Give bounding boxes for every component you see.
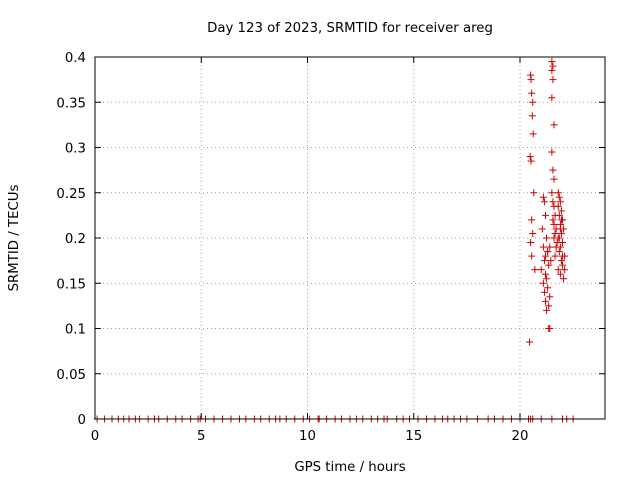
data-point [551,252,559,260]
data-point [549,76,557,84]
data-point [527,157,535,165]
data-point [526,338,534,346]
data-point [557,257,565,265]
data-point [559,261,566,269]
data-point [555,248,563,256]
y-tick-label: 0.3 [65,142,86,157]
data-point [527,239,535,247]
data-point [543,234,551,242]
data-point [548,67,556,75]
y-tick-label: 0.35 [56,96,86,111]
data-point [542,211,549,219]
x-tick-label: 20 [512,429,529,444]
data-point [555,234,563,242]
data-point [560,275,568,283]
data-point [550,220,558,228]
data-point [529,130,537,138]
data-point [550,121,558,129]
data-point [546,293,554,301]
x-tick-label: 10 [299,429,316,444]
x-axis-label: GPS time / hours [294,460,405,475]
data-point [528,112,536,120]
data-point [528,89,536,97]
data-point [546,325,554,332]
y-tick-label: 0.15 [56,277,86,292]
data-point [556,225,564,233]
grid-layer [95,57,605,419]
data-point [540,288,548,296]
data-points [93,58,577,423]
data-point [543,275,551,283]
data-point [555,211,563,219]
data-point [539,243,547,251]
data-point [530,189,538,197]
x-tick-label: 0 [91,429,99,444]
data-point [556,270,564,278]
data-point [557,216,565,224]
data-point [555,193,563,201]
data-point [540,198,548,206]
data-point [539,193,547,201]
data-point [548,94,556,102]
data-point [546,243,554,251]
data-point [544,248,552,256]
y-tick-label: 0.2 [65,232,86,247]
y-tick-label: 0.1 [65,323,86,338]
data-point [556,198,564,206]
y-tick-label: 0 [78,413,86,428]
data-point [549,216,557,224]
data-point [548,58,556,66]
data-point [542,270,549,278]
data-point [528,216,536,224]
data-point [554,202,562,210]
data-point [557,229,565,237]
data-point [544,284,552,292]
y-axis-label: SRMTID / TECUs [7,185,22,292]
data-point [559,252,566,260]
data-point [545,302,553,310]
data-point [542,252,549,260]
data-point [556,243,564,251]
data-point [545,261,553,269]
data-point [542,297,549,305]
x-tick-label: 5 [197,429,205,444]
x-tick-label: 15 [405,429,422,444]
data-point [550,175,558,183]
axis-ticks: 0 0.05 0.1 0.15 0.2 0.25 0.3 0.35 0.4 0 5 10 15 20 [56,51,605,444]
data-point [528,252,536,260]
data-point [537,266,545,274]
data-point [527,76,535,84]
data-point [543,306,551,314]
data-point [548,189,556,197]
y-tick-label: 0.25 [56,187,86,202]
data-point [531,266,539,274]
data-point [554,266,562,274]
data-point [554,189,562,197]
data-point [548,148,556,156]
data-point [559,239,566,247]
data-point [551,229,559,237]
data-point [549,62,557,70]
data-point [561,266,569,274]
chart-title: Day 123 of 2023, SRMTID for receiver are… [207,21,493,36]
data-point [540,257,548,265]
data-point [526,153,534,161]
data-point [529,229,537,237]
data-point [557,207,565,215]
data-point [549,166,557,174]
data-point [547,257,555,265]
data-point [539,279,547,287]
data-point [538,225,546,233]
y-tick-label: 0.05 [56,368,86,383]
data-point [529,98,537,106]
y-tick-label: 0.4 [65,51,86,66]
data-point [549,198,557,206]
